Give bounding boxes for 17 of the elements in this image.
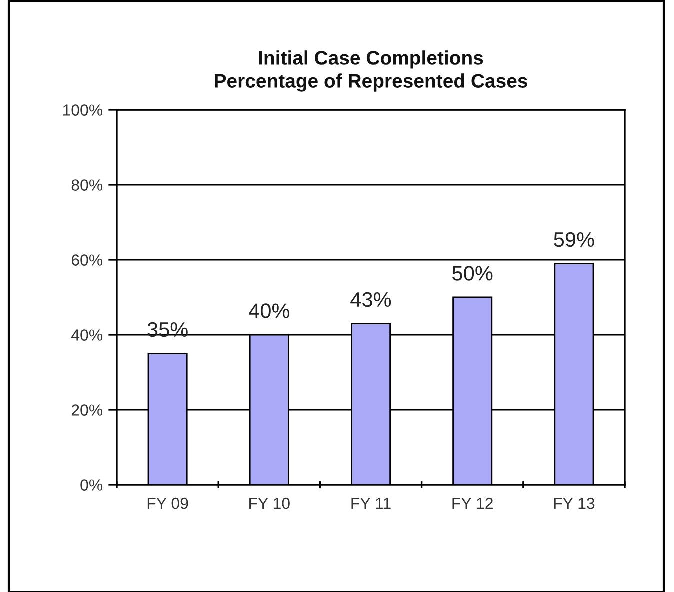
y-tick-label: 0%	[80, 480, 103, 491]
y-tick-label: 40%	[72, 330, 103, 341]
x-tick-label: FY 12	[452, 498, 493, 510]
data-label: 35%	[148, 322, 188, 338]
data-label: 59%	[554, 232, 594, 248]
x-tick-label: FY 09	[148, 498, 188, 510]
x-tick-label: FY 13	[554, 498, 595, 510]
chart-title: Initial Case Completions Percentage of Represented Cases	[215, 50, 528, 92]
x-tick-label: FY 10	[250, 498, 290, 510]
y-tick-label: 80%	[72, 180, 103, 191]
data-label: 50%	[452, 266, 493, 281]
y-tick-label: 100%	[63, 104, 103, 116]
data-label: 40%	[249, 304, 290, 318]
x-tick-label: FY 11	[352, 498, 391, 510]
y-tick-label: 60%	[72, 254, 103, 266]
data-label: 43%	[350, 292, 392, 308]
y-tick-label: 20%	[72, 404, 103, 416]
